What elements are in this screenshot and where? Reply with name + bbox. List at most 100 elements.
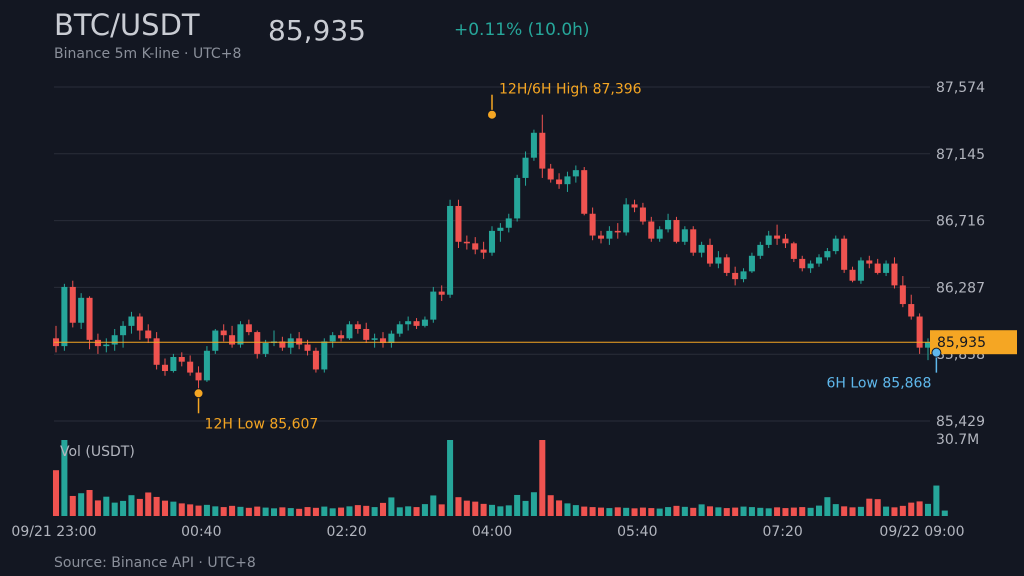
volume-bar <box>94 500 101 516</box>
candle-body <box>782 238 789 244</box>
volume-bar <box>514 494 521 516</box>
volume-bar <box>220 507 227 516</box>
chart-subtitle: Binance 5m K-line · UTC+8 <box>54 46 242 62</box>
volume-bar <box>572 505 579 516</box>
candle-body <box>824 251 831 258</box>
volume-bar <box>279 507 286 516</box>
volume-bar <box>145 492 152 516</box>
candle-body <box>413 321 420 326</box>
high-annotation: 12H/6H High 87,396 <box>499 82 642 98</box>
candle-body <box>497 227 504 231</box>
volume-bar <box>304 507 311 516</box>
candle-body <box>589 213 596 236</box>
volume-bar <box>941 510 948 516</box>
candle-body <box>623 204 630 233</box>
low6-marker <box>931 347 942 358</box>
x-tick-label: 09/21 23:00 <box>11 524 96 540</box>
volume-bar <box>78 493 85 516</box>
candle-body <box>807 263 814 269</box>
volume-bar <box>229 505 236 516</box>
candle-body <box>153 338 160 365</box>
candle-body <box>447 205 454 295</box>
candle-body <box>187 361 194 373</box>
volume-bar <box>874 499 881 516</box>
low6-annotation: 6H Low 85,868 <box>826 376 931 392</box>
candle-body <box>363 328 370 340</box>
candle-body <box>790 243 797 259</box>
volume-bar <box>69 495 76 516</box>
volume-bar <box>757 507 764 516</box>
candle-body <box>522 157 529 178</box>
volume-bar <box>631 508 638 516</box>
volume-bar <box>413 507 420 516</box>
candle-body <box>614 230 621 233</box>
y-tick-label: 87,574 <box>936 80 985 96</box>
candle-body <box>916 316 923 348</box>
candle-body <box>857 260 864 281</box>
candle-body <box>161 364 169 372</box>
candle-body <box>665 219 672 230</box>
candle-body <box>639 207 646 222</box>
volume-bar <box>883 506 890 516</box>
volume-bar <box>195 505 202 516</box>
volume-bar <box>488 504 496 516</box>
candle-body <box>463 241 470 244</box>
candle-body <box>706 244 714 264</box>
candle-body <box>765 235 772 245</box>
candle-body <box>631 204 638 208</box>
volume-bar <box>120 500 127 516</box>
volume-bar <box>815 505 823 516</box>
candle-body <box>338 335 345 339</box>
y-tick-label: 86,287 <box>936 280 985 296</box>
volume-bar <box>623 507 630 516</box>
low12-marker <box>193 388 204 399</box>
candle-body <box>698 244 705 253</box>
volume-bar <box>698 504 705 516</box>
volume-bar <box>799 507 806 516</box>
volume-bar <box>338 507 345 516</box>
volume-bar <box>656 508 663 516</box>
volume-bar <box>321 506 328 516</box>
candle-body <box>195 372 202 381</box>
volume-bar <box>203 504 210 516</box>
candle-body <box>530 132 537 158</box>
candle-body <box>94 339 101 347</box>
candle-body <box>405 321 412 325</box>
candle-body <box>287 338 294 348</box>
candle-body <box>723 257 730 273</box>
volume-bar <box>522 500 529 516</box>
volume-bar <box>857 506 864 516</box>
volume-bar <box>824 497 831 516</box>
candle-body <box>748 255 755 272</box>
volume-bar <box>111 502 118 516</box>
candle-body <box>69 286 76 323</box>
y-tick-label: 86,716 <box>936 214 985 230</box>
candle-body <box>229 335 236 345</box>
candle-body <box>245 324 252 333</box>
candle-body <box>908 304 915 317</box>
candle-body <box>421 319 428 326</box>
volume-bar <box>128 495 135 516</box>
candle-body <box>312 350 319 370</box>
volume-bar <box>614 507 621 516</box>
volume-bar <box>706 506 714 516</box>
candle-body <box>547 168 554 180</box>
volume-bar <box>480 503 487 516</box>
volume-bar <box>832 504 839 516</box>
candle-body <box>304 344 311 351</box>
candle-body <box>514 177 521 219</box>
volume-bar <box>908 502 915 516</box>
candle-body <box>656 229 663 239</box>
candle-body <box>438 291 445 295</box>
volume-bar <box>765 508 772 516</box>
volume-bar <box>421 504 428 516</box>
volume-bar <box>497 506 504 516</box>
volume-bar <box>262 507 269 516</box>
volume-bar <box>933 485 940 516</box>
volume-bar <box>790 507 797 516</box>
x-tick-label: 05:40 <box>617 524 657 540</box>
candle-body <box>648 221 655 239</box>
y-tick-label: 87,145 <box>936 147 985 163</box>
volume-bar <box>296 508 303 516</box>
candle-body <box>597 235 605 239</box>
